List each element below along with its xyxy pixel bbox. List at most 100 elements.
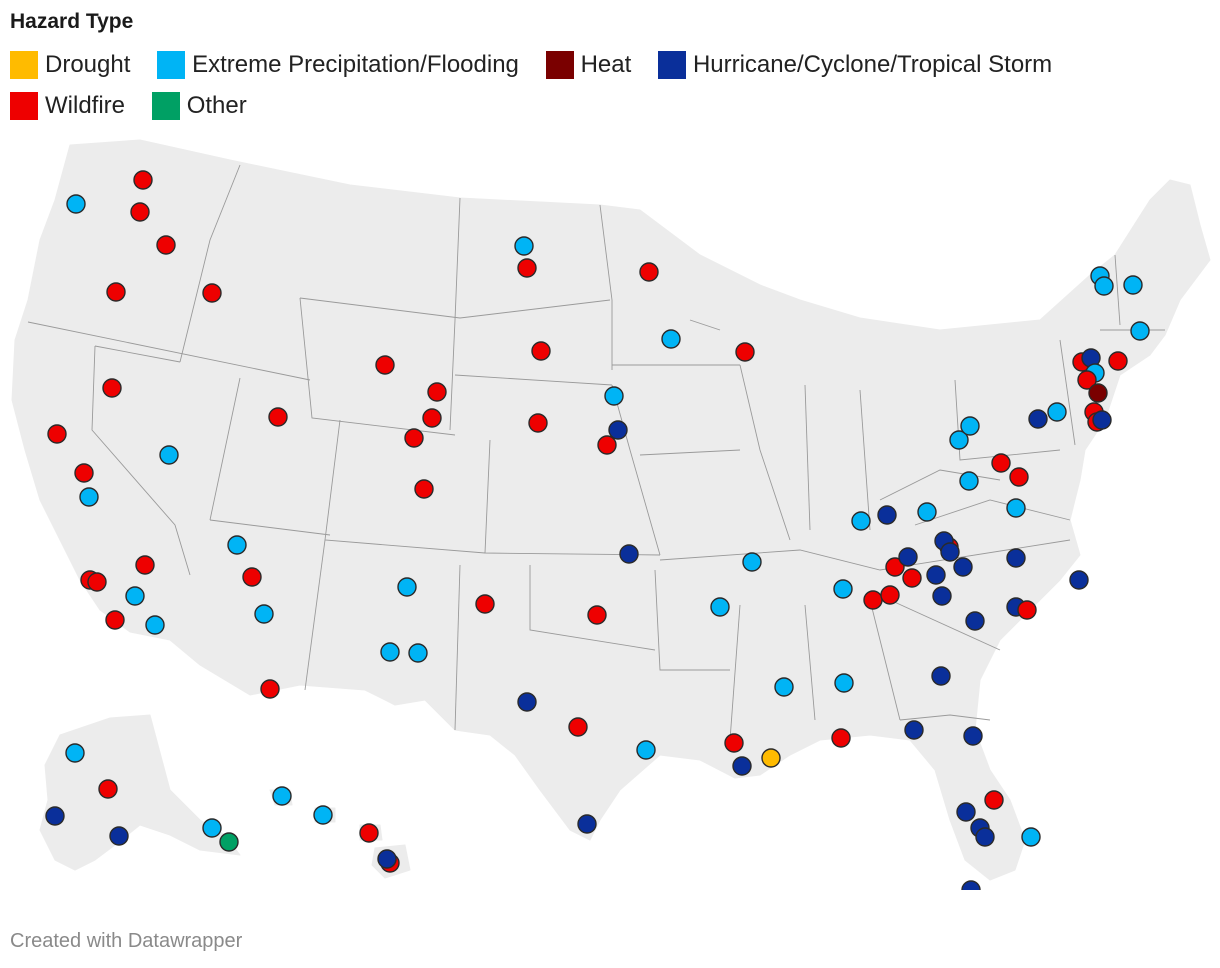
marker-flooding[interactable] <box>917 502 937 522</box>
legend-item-drought[interactable]: Drought <box>10 48 130 82</box>
marker-wildfire[interactable] <box>1077 370 1097 390</box>
marker-flooding[interactable] <box>66 194 86 214</box>
marker-flooding[interactable] <box>272 786 292 806</box>
marker-hurricane[interactable] <box>517 692 537 712</box>
marker-hurricane[interactable] <box>932 586 952 606</box>
marker-hurricane[interactable] <box>1006 548 1026 568</box>
legend-item-wildfire[interactable]: Wildfire <box>10 89 125 123</box>
marker-flooding[interactable] <box>79 487 99 507</box>
marker-wildfire[interactable] <box>102 378 122 398</box>
marker-hurricane[interactable] <box>898 547 918 567</box>
marker-wildfire[interactable] <box>1009 467 1029 487</box>
marker-wildfire[interactable] <box>568 717 588 737</box>
marker-wildfire[interactable] <box>98 779 118 799</box>
marker-wildfire[interactable] <box>587 605 607 625</box>
legend-item-heat[interactable]: Heat <box>545 48 631 82</box>
marker-flooding[interactable] <box>833 579 853 599</box>
marker-flooding[interactable] <box>408 643 428 663</box>
marker-wildfire[interactable] <box>359 823 379 843</box>
marker-hurricane[interactable] <box>732 756 752 776</box>
marker-hurricane[interactable] <box>965 611 985 631</box>
marker-wildfire[interactable] <box>404 428 424 448</box>
marker-flooding[interactable] <box>254 604 274 624</box>
marker-flooding[interactable] <box>1006 498 1026 518</box>
marker-flooding[interactable] <box>774 677 794 697</box>
marker-wildfire[interactable] <box>105 610 125 630</box>
marker-wildfire[interactable] <box>422 408 442 428</box>
marker-wildfire[interactable] <box>130 202 150 222</box>
marker-flooding[interactable] <box>834 673 854 693</box>
marker-wildfire[interactable] <box>156 235 176 255</box>
marker-flooding[interactable] <box>380 642 400 662</box>
marker-hurricane[interactable] <box>877 505 897 525</box>
marker-hurricane[interactable] <box>926 565 946 585</box>
marker-wildfire[interactable] <box>202 283 222 303</box>
marker-flooding[interactable] <box>145 615 165 635</box>
legend-item-other[interactable]: Other <box>151 89 247 123</box>
marker-drought[interactable] <box>761 748 781 768</box>
marker-wildfire[interactable] <box>880 585 900 605</box>
marker-flooding[interactable] <box>202 818 222 838</box>
marker-hurricane[interactable] <box>109 826 129 846</box>
marker-wildfire[interactable] <box>724 733 744 753</box>
marker-flooding[interactable] <box>636 740 656 760</box>
marker-wildfire[interactable] <box>517 258 537 278</box>
marker-wildfire[interactable] <box>133 170 153 190</box>
marker-flooding[interactable] <box>1094 276 1114 296</box>
marker-flooding[interactable] <box>661 329 681 349</box>
marker-hurricane[interactable] <box>904 720 924 740</box>
marker-hurricane[interactable] <box>953 557 973 577</box>
marker-flooding[interactable] <box>125 586 145 606</box>
marker-flooding[interactable] <box>851 511 871 531</box>
marker-flooding[interactable] <box>959 471 979 491</box>
marker-hurricane[interactable] <box>931 666 951 686</box>
marker-wildfire[interactable] <box>375 355 395 375</box>
marker-wildfire[interactable] <box>268 407 288 427</box>
marker-flooding[interactable] <box>960 416 980 436</box>
marker-flooding[interactable] <box>710 597 730 617</box>
marker-wildfire[interactable] <box>1108 351 1128 371</box>
marker-flooding[interactable] <box>1021 827 1041 847</box>
marker-flooding[interactable] <box>514 236 534 256</box>
legend-item-hurricane[interactable]: Hurricane/Cyclone/Tropical Storm <box>657 48 1052 82</box>
marker-wildfire[interactable] <box>735 342 755 362</box>
marker-heat[interactable] <box>1088 383 1108 403</box>
marker-flooding[interactable] <box>397 577 417 597</box>
marker-hurricane[interactable] <box>961 880 981 890</box>
marker-flooding[interactable] <box>1130 321 1150 341</box>
marker-flooding[interactable] <box>227 535 247 555</box>
marker-hurricane[interactable] <box>608 420 628 440</box>
marker-hurricane[interactable] <box>975 827 995 847</box>
marker-flooding[interactable] <box>159 445 179 465</box>
marker-hurricane[interactable] <box>619 544 639 564</box>
marker-flooding[interactable] <box>604 386 624 406</box>
marker-other[interactable] <box>219 832 239 852</box>
marker-wildfire[interactable] <box>475 594 495 614</box>
marker-hurricane[interactable] <box>45 806 65 826</box>
marker-wildfire[interactable] <box>427 382 447 402</box>
marker-flooding[interactable] <box>1123 275 1143 295</box>
marker-wildfire[interactable] <box>135 555 155 575</box>
marker-hurricane[interactable] <box>1069 570 1089 590</box>
marker-wildfire[interactable] <box>639 262 659 282</box>
marker-wildfire[interactable] <box>831 728 851 748</box>
marker-wildfire[interactable] <box>74 463 94 483</box>
marker-hurricane[interactable] <box>577 814 597 834</box>
marker-wildfire[interactable] <box>528 413 548 433</box>
marker-wildfire[interactable] <box>87 572 107 592</box>
marker-wildfire[interactable] <box>902 568 922 588</box>
marker-hurricane[interactable] <box>377 849 397 869</box>
marker-flooding[interactable] <box>742 552 762 572</box>
marker-hurricane[interactable] <box>956 802 976 822</box>
marker-flooding[interactable] <box>949 430 969 450</box>
marker-wildfire[interactable] <box>242 567 262 587</box>
marker-hurricane[interactable] <box>1028 409 1048 429</box>
marker-wildfire[interactable] <box>106 282 126 302</box>
marker-wildfire[interactable] <box>991 453 1011 473</box>
marker-wildfire[interactable] <box>863 590 883 610</box>
marker-hurricane[interactable] <box>1092 410 1112 430</box>
marker-hurricane[interactable] <box>940 542 960 562</box>
marker-flooding[interactable] <box>313 805 333 825</box>
marker-wildfire[interactable] <box>984 790 1004 810</box>
marker-wildfire[interactable] <box>885 557 905 577</box>
